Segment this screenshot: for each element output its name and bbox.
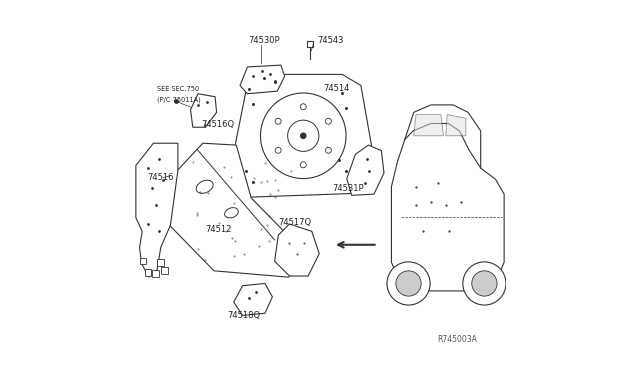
Text: 74530P: 74530P [248,36,280,45]
Circle shape [260,93,346,179]
Circle shape [325,118,332,124]
Polygon shape [392,124,504,291]
Text: 74518Q: 74518Q [228,311,261,320]
Polygon shape [413,115,444,136]
Polygon shape [234,283,273,315]
Text: 74516: 74516 [147,173,173,182]
Text: SEE SEC.750: SEE SEC.750 [157,86,199,92]
Bar [145,269,152,276]
Circle shape [275,147,281,153]
Polygon shape [170,143,307,277]
Text: 74512: 74512 [205,225,232,234]
Circle shape [325,147,332,153]
Bar [161,267,168,274]
Text: 74516Q: 74516Q [202,120,235,129]
Circle shape [472,271,497,296]
Circle shape [287,120,319,151]
Polygon shape [136,143,178,277]
Circle shape [463,262,506,305]
Polygon shape [234,74,372,197]
Circle shape [387,262,430,305]
Polygon shape [240,65,285,94]
Polygon shape [191,94,216,127]
Polygon shape [275,224,319,276]
Circle shape [396,271,421,296]
Text: 74531P: 74531P [332,185,364,193]
Circle shape [300,104,306,110]
Circle shape [300,162,306,168]
Ellipse shape [225,208,238,218]
Text: R745003A: R745003A [437,335,477,344]
Polygon shape [347,145,384,195]
Ellipse shape [196,180,213,193]
Text: 74543: 74543 [317,36,344,45]
Text: 74517Q: 74517Q [278,218,312,227]
Text: (P/C 75011A): (P/C 75011A) [157,96,201,103]
Bar [157,259,164,266]
Polygon shape [445,115,466,136]
Bar [140,258,147,264]
Circle shape [275,118,281,124]
Text: 74514: 74514 [323,84,349,93]
Circle shape [301,133,306,138]
Bar [152,270,159,277]
